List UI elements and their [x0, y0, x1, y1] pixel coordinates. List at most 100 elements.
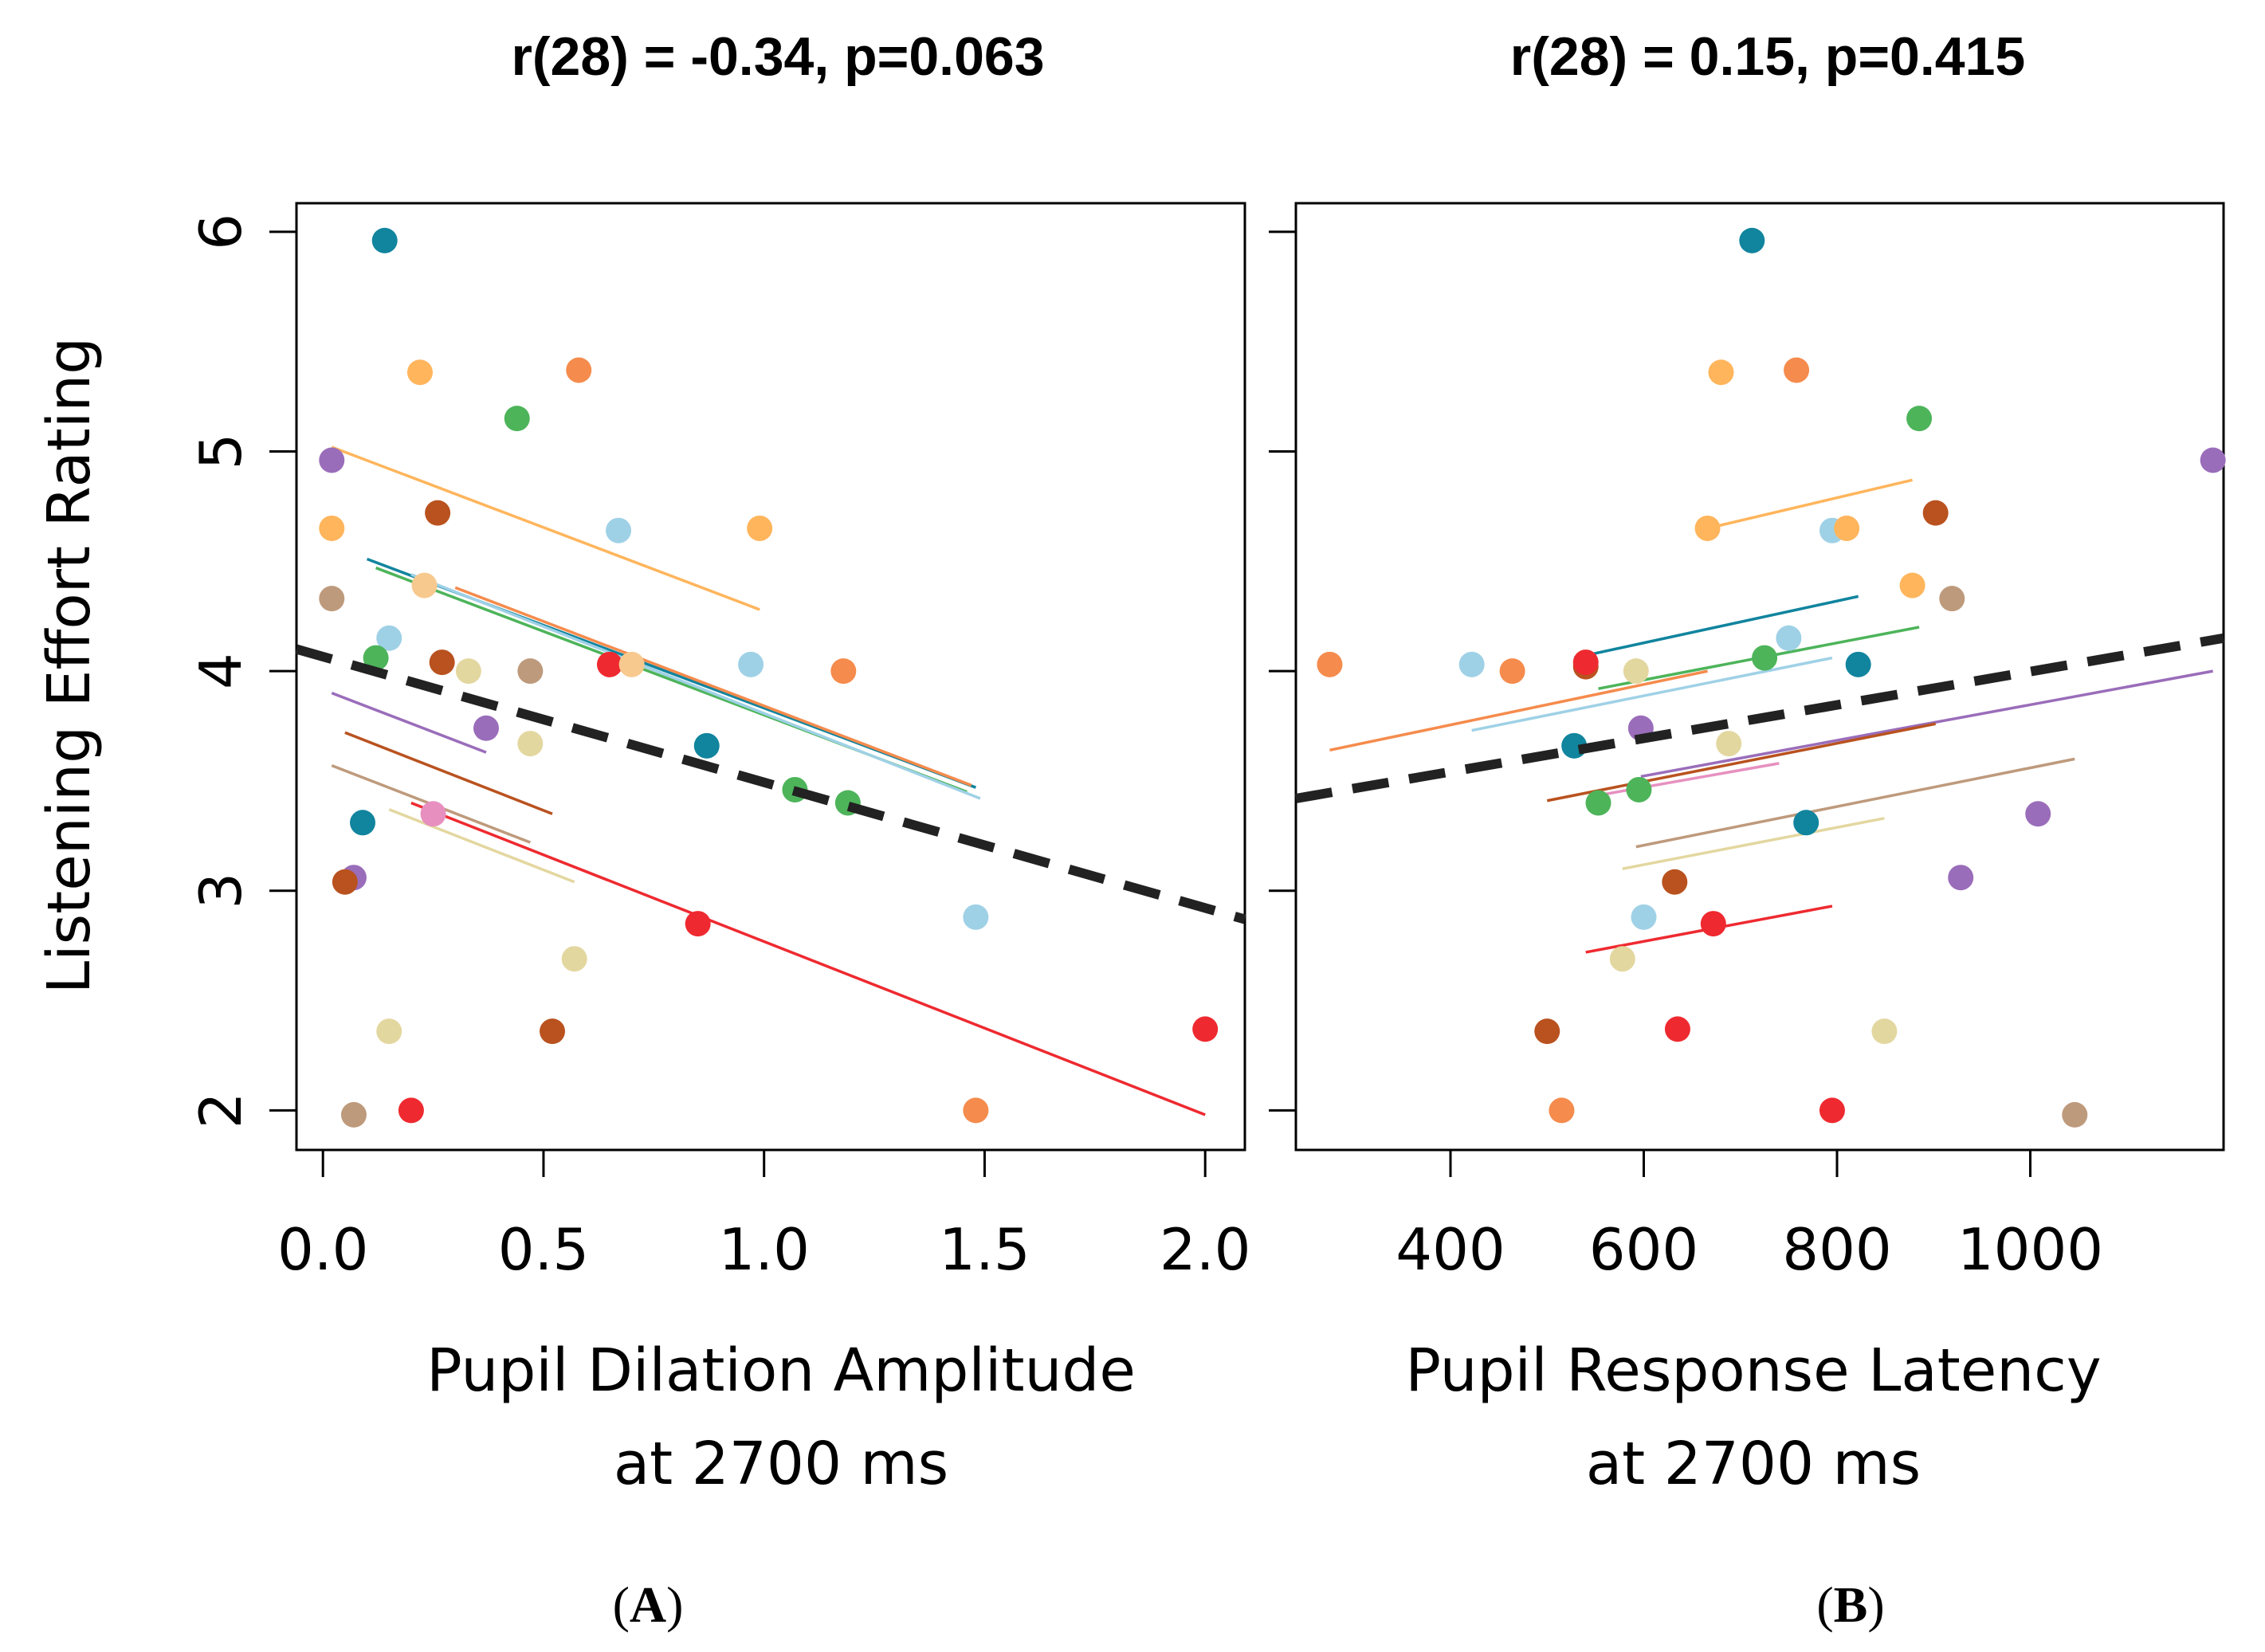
data-point: [371, 227, 398, 253]
data-point: [411, 572, 438, 598]
panel-b-participant-lines: [1329, 478, 2213, 954]
data-point: [1585, 790, 1611, 816]
panel-a-x-label-line-2: at 2700 ms: [614, 1430, 948, 1498]
participant-line: [1640, 669, 2213, 779]
data-point: [1626, 776, 1652, 802]
data-point: [606, 517, 632, 543]
x-tick-label: 800: [1782, 1216, 1891, 1283]
data-point: [596, 651, 622, 677]
panel-b-x-label-line-2: at 2700 ms: [1586, 1430, 1921, 1498]
data-point: [1631, 904, 1657, 930]
participant-line: [344, 731, 553, 815]
data-point: [1623, 658, 1649, 685]
panel-b-points: [1317, 227, 2226, 1128]
panel-a-y-axis: 2 3 4 5 6: [187, 214, 296, 1128]
data-point: [332, 869, 358, 895]
data-point: [1716, 731, 1742, 757]
panel-b: r(28) = 0.15, p=0.415 400 600 800 1000 Pupi…: [1269, 26, 2226, 1633]
data-point: [618, 651, 645, 677]
panel-b-x-label-line-1: Pupil Response Latency: [1405, 1336, 2101, 1405]
data-point: [319, 515, 345, 541]
data-point: [1534, 1018, 1560, 1045]
x-tick-label: 1.5: [939, 1216, 1030, 1283]
data-point: [376, 625, 402, 651]
data-point: [963, 904, 989, 930]
data-point: [2200, 447, 2226, 473]
data-point: [1739, 227, 1765, 253]
data-point: [425, 500, 451, 526]
panel-a-group-fit: [295, 644, 1246, 924]
data-point: [540, 1018, 566, 1045]
data-point: [350, 810, 376, 836]
data-point: [455, 658, 481, 685]
data-point: [1899, 572, 1925, 598]
panel-b-plot-frame: [1294, 202, 2225, 1152]
data-point: [319, 586, 345, 612]
data-point: [398, 1097, 424, 1124]
x-tick-label: 400: [1396, 1216, 1505, 1283]
group-fit-line: [1294, 633, 2225, 803]
data-point: [747, 515, 773, 541]
y-tick-label: 3: [187, 873, 254, 909]
panel-b-label-open: (: [1816, 1576, 1833, 1633]
participant-line: [1329, 669, 1708, 752]
participant-line: [1546, 722, 1937, 802]
participant-line: [388, 808, 575, 884]
data-point: [1819, 1097, 1845, 1124]
participant-line: [1622, 817, 1885, 870]
panel-b-group-fit: [1294, 633, 2225, 803]
panel-a-x-label-line-1: Pupil Dilation Amplitude: [426, 1336, 1136, 1405]
data-point: [1793, 810, 1819, 836]
data-point: [1700, 911, 1726, 937]
panel-a-points: [319, 227, 1219, 1128]
panel-a-label-open: (: [613, 1576, 630, 1633]
participant-line: [331, 692, 487, 754]
data-point: [2025, 801, 2051, 827]
data-point: [406, 359, 433, 386]
x-tick-label: 1000: [1957, 1216, 2103, 1283]
panel-b-title: r(28) = 0.15, p=0.415: [1510, 26, 2025, 87]
data-point: [1752, 645, 1778, 671]
data-point: [517, 658, 544, 685]
participant-line: [1573, 594, 1859, 660]
x-tick-label: 2.0: [1160, 1216, 1251, 1283]
data-point: [566, 357, 592, 383]
panel-a-participant-lines: [331, 445, 1206, 1116]
data-point: [1549, 1097, 1575, 1124]
data-point: [561, 946, 587, 972]
data-point: [504, 406, 530, 432]
participant-line: [410, 573, 981, 800]
data-point: [2062, 1101, 2088, 1128]
data-point: [376, 1018, 402, 1045]
panel-a-label: (A): [613, 1576, 684, 1633]
participant-line: [331, 445, 760, 611]
data-point: [1609, 946, 1635, 972]
x-tick-label: 0.5: [498, 1216, 590, 1283]
data-point: [1906, 406, 1933, 432]
panel-a-label-letter: A: [630, 1576, 666, 1633]
panel-b-label: (B): [1816, 1576, 1884, 1633]
y-axis-label: Listening Effort Rating: [35, 337, 104, 994]
data-point: [1458, 651, 1485, 677]
data-point: [319, 447, 345, 473]
data-point: [693, 732, 720, 759]
y-tick-label: 2: [187, 1092, 254, 1128]
data-point: [1694, 515, 1721, 541]
data-point: [1317, 651, 1343, 677]
y-tick-label: 6: [187, 214, 254, 250]
data-point: [1834, 515, 1860, 541]
x-tick-label: 1.0: [718, 1216, 810, 1283]
panel-a: r(28) = -0.34, p=0.063 Listening Effort …: [35, 26, 1250, 1633]
panel-b-y-axis: [1269, 230, 1296, 1112]
x-tick-label: 600: [1589, 1216, 1698, 1283]
data-point: [1662, 869, 1688, 895]
data-point: [830, 658, 857, 685]
panel-b-label-close: ): [1867, 1576, 1884, 1633]
data-point: [738, 651, 764, 677]
panel-b-label-letter: B: [1834, 1576, 1868, 1633]
data-point: [1784, 357, 1810, 383]
data-point: [1776, 625, 1802, 651]
panel-a-x-axis: 0.0 0.5 1.0 1.5 2.0: [277, 1148, 1251, 1283]
y-tick-label: 4: [187, 653, 254, 689]
